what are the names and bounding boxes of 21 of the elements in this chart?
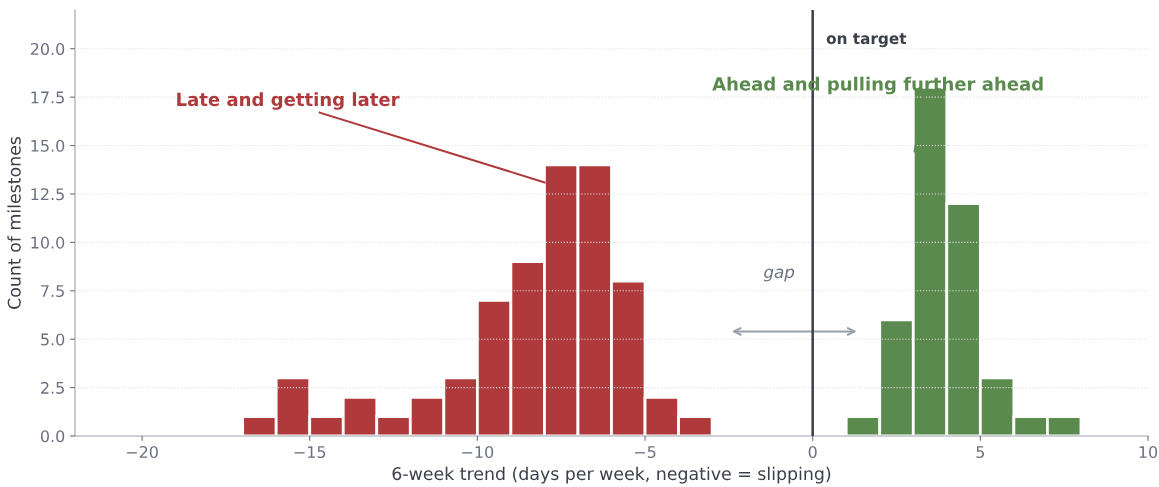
y-tick-label: 0.0	[40, 430, 65, 443]
y-tick-label: 17.5	[31, 91, 64, 104]
x-tick-label: −20	[126, 446, 158, 459]
x-tick-label: 10	[1139, 446, 1158, 459]
x-tick-label: −15	[294, 446, 326, 459]
y-tick-label: 2.5	[41, 381, 64, 394]
y-tick-label: 7.5	[41, 285, 64, 298]
x-axis-title: 6-week trend (days per week, negative = slipping)	[392, 466, 831, 484]
x-tick-label: −5	[634, 446, 656, 459]
y-tick-label: 20.0	[30, 42, 65, 56]
y-tick-label: 5.0	[41, 333, 65, 346]
y-axis-title: Count of milestones	[7, 136, 21, 309]
x-tick-label: 5	[976, 446, 985, 459]
y-tick-label: 12.5	[31, 188, 64, 201]
y-tick-label: 10.0	[31, 236, 65, 249]
ref-line-label: on target	[826, 33, 907, 48]
x-tick-label: −10	[462, 446, 494, 459]
annotation: Late and getting later	[177, 92, 400, 110]
y-tick-label: 15.0	[31, 139, 65, 152]
x-tick-label: 0	[808, 446, 817, 459]
annotation: gap	[764, 268, 795, 282]
